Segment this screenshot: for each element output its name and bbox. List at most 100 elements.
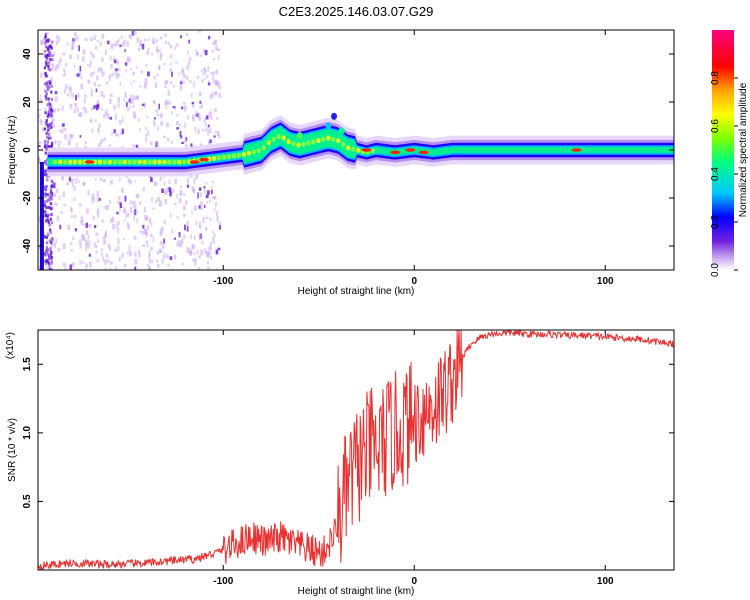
noise-cell <box>186 221 189 227</box>
noise-cell <box>62 52 65 56</box>
noise-cell <box>49 213 52 217</box>
noise-cell <box>139 85 142 88</box>
noise-cell <box>194 259 197 263</box>
noise-cell <box>87 235 91 238</box>
ridge-peak <box>271 136 276 142</box>
noise-cell <box>94 225 97 229</box>
noise-cell <box>45 74 48 78</box>
noise-cell <box>185 200 188 205</box>
noise-cell <box>165 40 168 45</box>
noise-cell <box>172 188 174 194</box>
noise-cell <box>156 73 159 77</box>
noise-cell <box>195 220 198 226</box>
ridge-peak <box>370 148 376 154</box>
noise-cell <box>206 201 209 204</box>
noise-cell <box>155 199 157 204</box>
noise-cell <box>181 141 184 144</box>
noise-cell <box>120 131 122 135</box>
noise-cell <box>69 133 73 139</box>
y-tick-label: 1.0 <box>22 425 33 439</box>
noise-cell <box>121 117 124 123</box>
noise-cell <box>50 90 53 94</box>
noise-cell <box>45 249 48 253</box>
noise-cell <box>83 234 86 241</box>
noise-cell <box>136 37 139 43</box>
noise-cell <box>174 178 177 185</box>
ridge-peak <box>236 152 242 158</box>
spectrogram-panel: -100 0 100 -40 -20 0 20 40 Height of straight l… <box>7 29 675 297</box>
noise-cell <box>198 205 201 209</box>
noise-cell <box>191 244 195 250</box>
noise-cell <box>130 82 133 85</box>
noise-cell <box>145 63 147 67</box>
noise-cell <box>193 235 196 240</box>
noise-cell <box>147 71 150 77</box>
noise-cell <box>185 33 189 36</box>
noise-cell <box>171 71 173 77</box>
noise-cell <box>179 240 182 246</box>
noise-cell <box>138 249 141 254</box>
noise-cell <box>43 145 47 149</box>
ridge-peak <box>341 141 346 148</box>
noise-cell <box>216 210 219 216</box>
noise-cell <box>128 98 131 103</box>
noise-cell <box>73 197 76 202</box>
noise-cell <box>145 83 148 87</box>
noise-cell <box>120 35 123 39</box>
noise-cell <box>186 75 189 81</box>
noise-cell <box>104 267 107 270</box>
noise-cell <box>132 143 135 148</box>
noise-cell <box>146 52 148 55</box>
noise-cell <box>116 211 120 215</box>
noise-cell <box>163 181 166 186</box>
noise-cell <box>170 54 172 59</box>
noise-cell <box>97 67 100 73</box>
noise-cell <box>64 89 66 94</box>
noise-cell <box>89 223 92 227</box>
noise-cell <box>46 218 49 222</box>
noise-cell <box>165 187 169 194</box>
noise-cell <box>46 86 49 90</box>
noise-cell <box>191 186 195 191</box>
noise-cell <box>151 196 153 202</box>
noise-cell <box>195 49 198 55</box>
noise-cell <box>217 81 221 88</box>
noise-cell <box>157 49 161 52</box>
noise-cell <box>158 203 161 207</box>
noise-cell <box>155 46 159 52</box>
noise-cell <box>50 114 53 118</box>
noise-cell <box>50 121 53 125</box>
ridge-peak <box>162 159 167 165</box>
noise-cell <box>44 36 47 40</box>
noise-cell <box>184 122 186 129</box>
noise-cell <box>117 68 121 71</box>
noise-cell <box>89 119 92 123</box>
noise-cell <box>200 192 203 198</box>
noise-cell <box>54 91 58 95</box>
ridge-peak <box>107 159 113 165</box>
noise-cell <box>47 125 50 131</box>
noise-cell <box>50 111 53 115</box>
noise-cell <box>123 263 127 268</box>
noise-cell <box>159 54 162 61</box>
noise-cell <box>102 256 104 261</box>
noise-cell <box>183 73 186 79</box>
noise-cell <box>193 81 195 88</box>
noise-cell <box>78 71 82 77</box>
noise-cell <box>57 247 61 252</box>
ridge-hotspot <box>418 150 429 155</box>
noise-cell <box>44 90 47 94</box>
noise-cell <box>44 160 48 164</box>
noise-cell <box>45 205 48 209</box>
noise-cell <box>150 174 153 180</box>
noise-cell <box>54 65 57 72</box>
noise-cell <box>62 243 66 250</box>
noise-cell <box>180 79 184 82</box>
noise-cell <box>55 238 58 244</box>
noise-cell <box>179 189 183 195</box>
noise-cell <box>88 65 91 69</box>
spectrogram-x-axis-label: Height of straight line (km) <box>298 286 415 297</box>
noise-cell <box>94 242 96 248</box>
ridge-hotspot <box>405 148 416 152</box>
